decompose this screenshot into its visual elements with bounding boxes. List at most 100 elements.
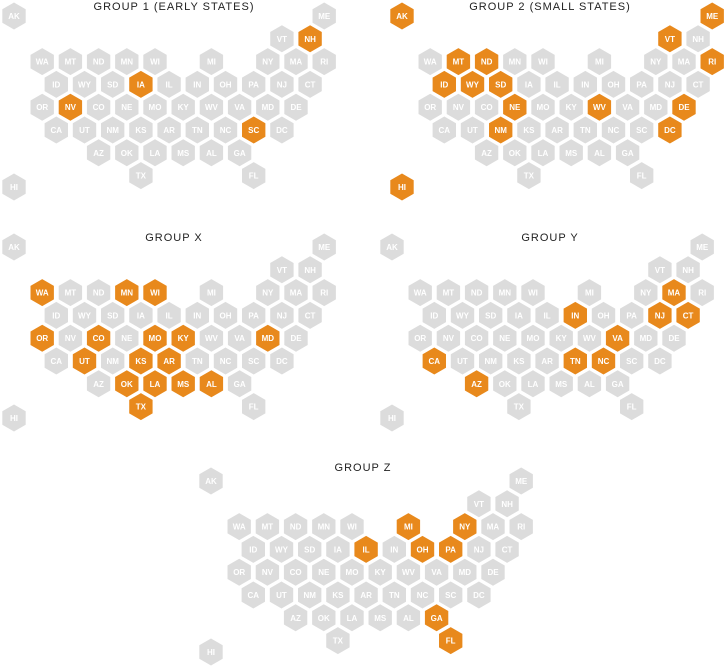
state-hex-ar: AR (157, 347, 181, 375)
state-hex-shape (549, 370, 573, 398)
state-label: MS (555, 380, 568, 389)
state-hex-shape (424, 604, 449, 632)
state-label: NC (220, 357, 232, 366)
state-hex-la: LA (143, 139, 167, 167)
state-label: IA (334, 545, 342, 554)
state-label: KY (178, 103, 190, 112)
state-label: SD (107, 80, 118, 89)
state-hex-ne: NE (503, 93, 527, 121)
state-label: MA (678, 58, 691, 67)
state-label: NV (443, 334, 455, 343)
state-hex-shape (509, 467, 533, 495)
state-hex-ri: RI (509, 513, 533, 541)
state-hex-wy: WY (72, 70, 97, 98)
state-hex-wa: WA (227, 513, 251, 541)
state-hex-shape (620, 393, 644, 421)
state-hex-ak: AK (390, 2, 414, 30)
state-hex-shape (507, 347, 531, 375)
state-hex-shape (115, 370, 139, 398)
state-hex-tx: TX (129, 162, 153, 190)
state-hex-shape (489, 70, 513, 98)
state-hex-al: AL (199, 139, 224, 167)
state-hex-ok: OK (503, 139, 527, 167)
state-label: RI (698, 289, 706, 298)
state-label: SC (248, 357, 259, 366)
state-hex-shape (658, 25, 682, 53)
state-label: AR (551, 126, 563, 135)
state-hex-shape (436, 324, 461, 352)
state-hex-de: DE (284, 324, 308, 352)
state-hex-shape (269, 581, 294, 609)
state-hex-shape (549, 324, 573, 352)
state-label: ID (440, 80, 448, 89)
state-label: MS (374, 614, 387, 623)
state-label: AK (8, 12, 20, 21)
state-label: SD (304, 545, 315, 554)
state-hex-shape (410, 535, 435, 563)
state-hex-nm: NM (489, 116, 513, 144)
state-label: HI (388, 414, 396, 423)
state-label: CA (51, 357, 63, 366)
state-hex-shape (255, 558, 280, 586)
state-label: KS (135, 357, 147, 366)
state-label: ND (471, 289, 483, 298)
state-label: AZ (93, 149, 104, 158)
state-hex-mo: MO (143, 93, 167, 121)
state-hex-mn: MN (115, 48, 139, 76)
state-label: AK (386, 243, 398, 252)
state-label: AL (206, 149, 217, 158)
state-hex-shape (340, 604, 364, 632)
state-hex-mi: MI (577, 279, 602, 307)
state-hex-shape (44, 301, 68, 329)
state-hex-shape (199, 93, 224, 121)
state-hex-nv: NV (446, 93, 471, 121)
state-hex-ny: NY (644, 48, 668, 76)
state-hex-nv: NV (58, 324, 83, 352)
state-hex-shape (563, 347, 587, 375)
state-label: MA (290, 58, 303, 67)
state-hex-shape (479, 347, 503, 375)
state-label: SD (485, 311, 496, 320)
state-label: PA (626, 311, 637, 320)
state-hex-shape (644, 93, 668, 121)
state-hex-shape (143, 279, 167, 307)
state-label: VT (277, 266, 287, 275)
state-hex-md: MD (256, 93, 280, 121)
state-label: MS (177, 149, 190, 158)
state-hex-shape (648, 256, 672, 284)
state-hex-shape (129, 162, 153, 190)
state-hex-ia: IA (517, 70, 541, 98)
state-hex-mt: MT (58, 279, 83, 307)
state-hex-shape (30, 48, 54, 76)
state-hex-az: AZ (474, 139, 499, 167)
state-hex-shape (213, 301, 238, 329)
state-label: WY (466, 80, 480, 89)
state-label: CO (471, 334, 483, 343)
state-hex-shape (86, 48, 111, 76)
state-label: MD (262, 334, 275, 343)
state-label: MI (207, 58, 216, 67)
state-hex-nh: NH (676, 256, 700, 284)
state-hex-me: ME (700, 2, 724, 30)
state-hex-md: MD (644, 93, 668, 121)
state-hex-nj: NJ (270, 301, 294, 329)
state-label: ME (318, 243, 331, 252)
state-label: WA (36, 58, 49, 67)
state-hex-shape (658, 116, 682, 144)
state-hex-ia: IA (507, 301, 531, 329)
state-hex-de: DE (672, 93, 696, 121)
state-hex-shape (269, 535, 294, 563)
state-hex-hi: HI (2, 404, 26, 432)
state-hex-wi: WI (521, 279, 545, 307)
state-hex-or: OR (418, 93, 442, 121)
state-label: KY (178, 334, 190, 343)
state-hex-shape (410, 581, 435, 609)
state-hex-la: LA (340, 604, 364, 632)
map-title: GROUP 1 (EARLY STATES) (94, 1, 255, 13)
state-hex-shape (648, 347, 672, 375)
state-label: IA (137, 80, 145, 89)
state-hex-de: DE (481, 558, 505, 586)
state-hex-shape (255, 513, 280, 541)
state-hex-id: ID (422, 301, 446, 329)
state-label: OH (220, 80, 232, 89)
